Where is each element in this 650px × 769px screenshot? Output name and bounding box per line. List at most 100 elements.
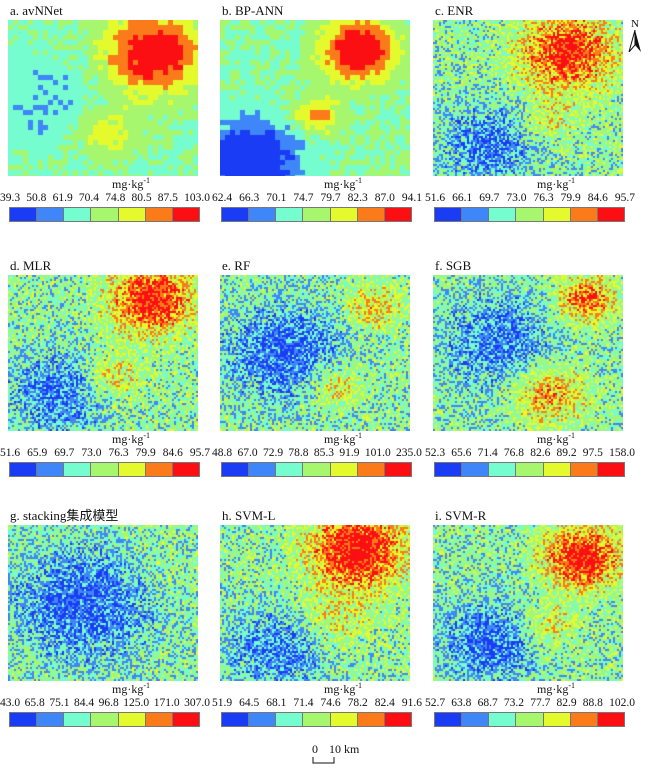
color-legend: [221, 462, 412, 477]
north-arrow-icon: N: [628, 18, 642, 57]
legend-swatch: [222, 713, 250, 726]
legend-swatch: [516, 463, 544, 476]
color-legend: [221, 207, 412, 222]
legend-tick: 101.0: [364, 447, 391, 459]
legend-swatch: [118, 713, 146, 726]
legend-tick: 69.7: [54, 447, 75, 459]
legend-swatch: [357, 208, 385, 221]
legend-swatch: [357, 463, 385, 476]
legend-swatch: [249, 208, 277, 221]
legend-swatch: [222, 208, 250, 221]
north-label: N: [631, 18, 639, 30]
legend-tick: 96.8: [98, 697, 119, 709]
legend-tick: 77.7: [530, 697, 551, 709]
unit-text: mg·kg: [324, 682, 356, 696]
legend-swatch: [64, 463, 92, 476]
legend-swatch: [489, 463, 517, 476]
legend-swatch: [118, 208, 146, 221]
legend-tick: 82.9: [556, 697, 577, 709]
legend-tick: 78.2: [347, 697, 368, 709]
legend-swatch: [597, 463, 624, 476]
legend-tick-labels: 51.6 66.1 69.7 73.0 76.3 79.9 84.6 95.7: [425, 192, 635, 205]
legend-tick: 84.6: [162, 447, 183, 459]
legend-tick: 76.8: [503, 447, 525, 459]
legend-swatch: [37, 208, 65, 221]
legend-swatch: [462, 463, 490, 476]
panel-title: f. SGB: [435, 258, 472, 273]
legend-swatch: [489, 713, 517, 726]
unit-text: mg·kg: [537, 177, 569, 191]
legend-tick-labels: 52.7 63.8 68.7 73.2 77.7 82.9 88.8 102.0: [425, 697, 635, 710]
panel-title: h. SVM-L: [222, 508, 276, 523]
soil-map-e: [220, 275, 410, 431]
unit-exponent: -1: [143, 431, 151, 440]
unit-text: mg·kg: [112, 432, 144, 446]
unit-exponent: -1: [568, 681, 576, 690]
soil-map-i: [433, 525, 623, 681]
legend-tick: 70.4: [78, 192, 100, 204]
legend-tick: 79.7: [320, 192, 341, 204]
unit-label: mg·kg-1: [324, 682, 362, 697]
soil-map-c: [433, 20, 623, 176]
legend-tick: 74.6: [320, 697, 341, 709]
legend-tick: 66.3: [239, 192, 260, 204]
legend-tick: 52.3: [425, 447, 446, 459]
legend-tick: 61.9: [52, 192, 73, 204]
legend-tick: 91.6: [401, 697, 422, 709]
soil-map-h: [220, 525, 410, 681]
unit-text: mg·kg: [537, 682, 569, 696]
legend-swatch: [489, 208, 517, 221]
legend-tick: 62.4: [212, 192, 233, 204]
legend-tick: 51.6: [0, 447, 21, 459]
scale-bar: 0 10 km: [312, 742, 360, 764]
legend-swatch: [91, 713, 119, 726]
unit-label: mg·kg-1: [537, 681, 576, 697]
unit-exponent: -1: [143, 681, 151, 690]
color-legend: [9, 462, 200, 477]
legend-tick: 71.4: [477, 447, 498, 459]
color-legend: [434, 712, 625, 727]
legend-swatch: [249, 463, 277, 476]
legend-tick: 66.1: [452, 192, 473, 204]
legend-tick: 84.4: [73, 697, 95, 709]
legend-tick: 78.8: [288, 447, 309, 459]
legend-swatch: [276, 208, 304, 221]
legend-tick: 103.0: [184, 192, 210, 204]
legend-swatch: [462, 713, 490, 726]
legend-swatch: [597, 208, 624, 221]
scale-label: 10 km: [329, 742, 360, 756]
legend-swatch: [145, 463, 173, 476]
legend-swatch: [330, 713, 358, 726]
legend-swatch: [462, 208, 490, 221]
legend-swatch: [597, 713, 624, 726]
legend-tick: 50.8: [26, 192, 47, 204]
legend-tick: 87.0: [374, 192, 395, 204]
legend-tick: 65.8: [24, 697, 45, 709]
legend-tick: 84.6: [587, 192, 608, 204]
legend-swatch: [64, 713, 92, 726]
legend-tick: 97.5: [582, 447, 603, 459]
legend-tick-labels: 52.3 65.6 71.4 76.8 82.6 89.2 97.5 158.0: [425, 447, 635, 460]
legend-tick: 74.8: [105, 192, 126, 204]
legend-tick: 102.0: [609, 697, 635, 709]
legend-swatch: [357, 713, 385, 726]
unit-exponent: -1: [143, 176, 151, 185]
legend-swatch: [249, 713, 277, 726]
legend-tick: 63.8: [451, 697, 472, 709]
legend-tick: 85.3: [313, 447, 334, 459]
unit-label: mg·kg-1: [112, 431, 151, 447]
legend-swatch: [64, 208, 92, 221]
unit-text: mg·kg: [324, 432, 356, 446]
soil-map-b: [220, 20, 410, 176]
legend-swatch: [303, 713, 331, 726]
legend-swatch: [570, 208, 598, 221]
unit-label: mg·kg-1: [112, 681, 151, 697]
legend-swatch: [384, 208, 411, 221]
legend-tick-labels: 39.3 50.8 61.9 70.4 74.8 80.5 87.5 103.0: [0, 192, 210, 205]
legend-tick: 68.1: [266, 697, 287, 709]
soil-map-d: [8, 275, 198, 431]
legend-tick: 65.9: [27, 447, 48, 459]
legend-swatch: [303, 463, 331, 476]
legend-swatch: [37, 463, 65, 476]
legend-swatch: [570, 463, 598, 476]
